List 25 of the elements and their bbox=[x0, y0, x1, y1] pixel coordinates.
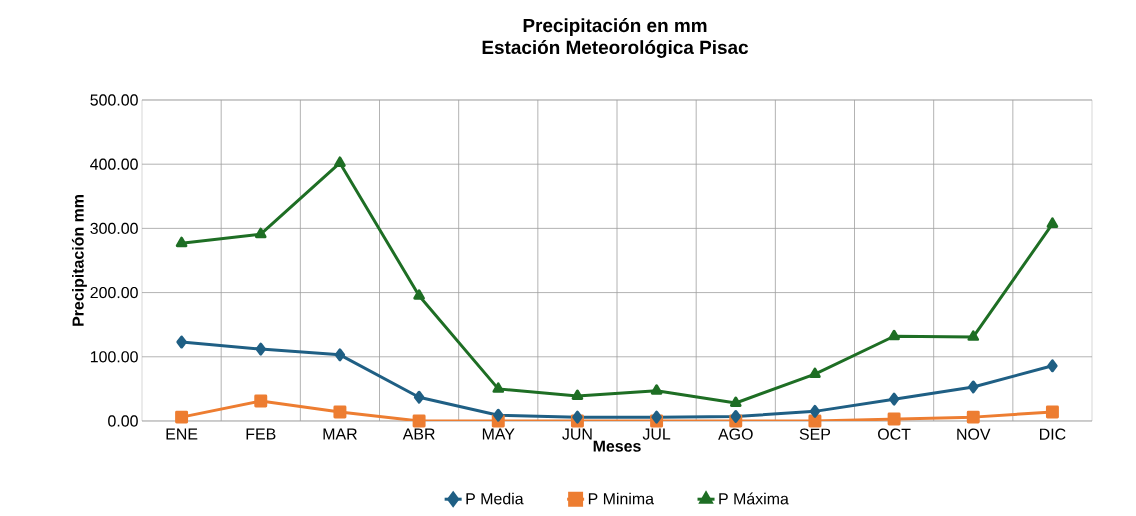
x-tick-label: JUL bbox=[642, 428, 671, 440]
x-tick-label: NOV bbox=[957, 428, 991, 440]
chart-title: Precipitación en mm bbox=[523, 18, 707, 36]
y-tick-label: 200.00 bbox=[90, 286, 138, 299]
y-tick-label: 0.00 bbox=[108, 415, 138, 427]
x-tick-label: DIC bbox=[1040, 428, 1066, 440]
x-tick-label: ABR bbox=[402, 428, 435, 440]
y-axis-title: Precipitación mm bbox=[71, 195, 87, 326]
x-tick-label: JUN bbox=[562, 428, 592, 440]
y-tick-label: 300.00 bbox=[90, 222, 138, 235]
y-tick-label: 500.00 bbox=[90, 94, 138, 106]
x-tick-label: MAY bbox=[482, 428, 515, 440]
y-tick-label: 400.00 bbox=[90, 158, 138, 170]
x-tick-label: ENE bbox=[166, 428, 198, 440]
x-axis-title: Meses bbox=[593, 440, 641, 452]
x-tick-label: MAR bbox=[323, 428, 357, 440]
x-tick-label: FEB bbox=[246, 428, 276, 440]
x-tick-label: SEP bbox=[799, 428, 831, 440]
legend-label: P Media bbox=[466, 492, 524, 505]
legend-label: P Minima bbox=[588, 492, 654, 505]
legend-label: P Máxima bbox=[719, 492, 789, 505]
x-tick-label: AGO bbox=[718, 428, 753, 440]
chart-subtitle: Estación Meteorológica Pisac bbox=[482, 40, 749, 58]
x-tick-label: OCT bbox=[878, 428, 911, 440]
y-tick-label: 100.00 bbox=[90, 351, 138, 363]
